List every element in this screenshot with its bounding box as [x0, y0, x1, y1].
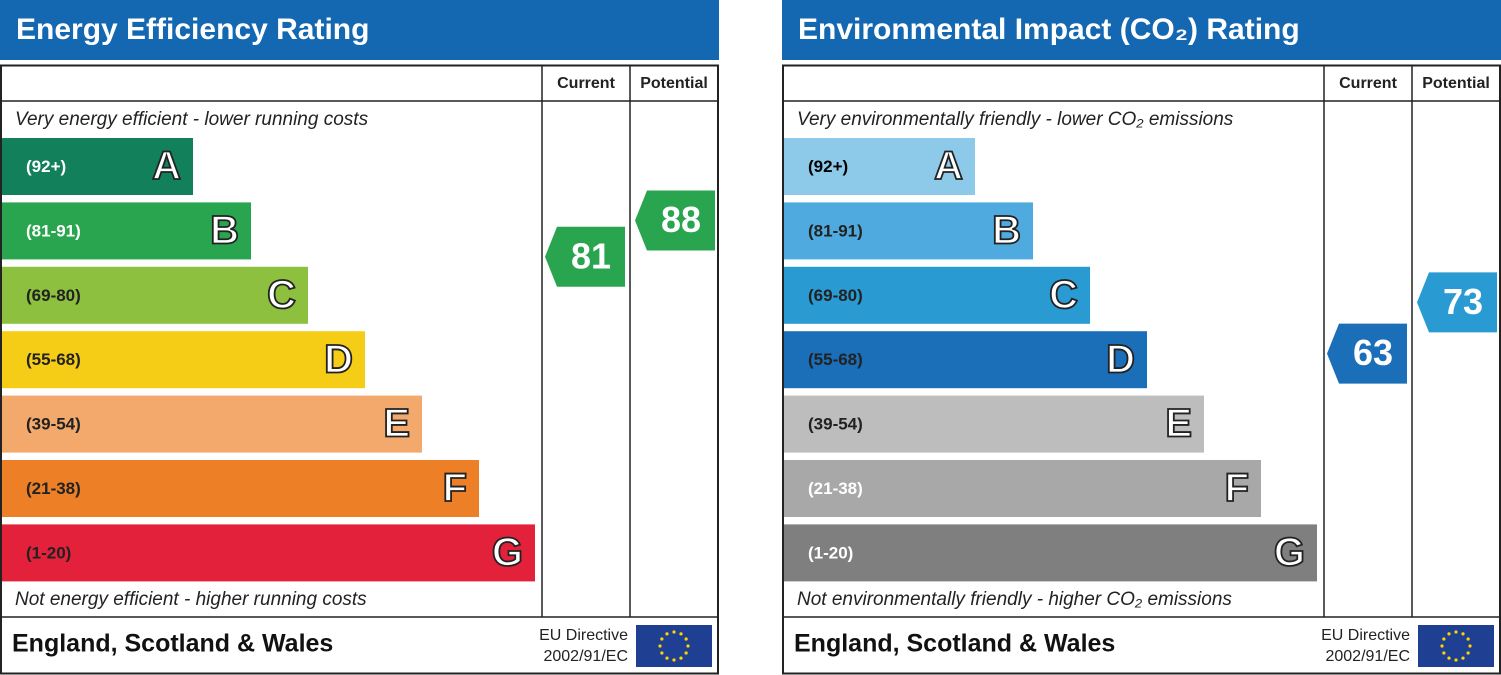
band-range: (21-38) [26, 479, 81, 498]
footer-region: England, Scotland & Wales [12, 630, 333, 658]
eu-star [665, 656, 669, 660]
eu-star [1454, 630, 1458, 634]
band-letter: A [934, 144, 963, 188]
column-header: Potential [1422, 75, 1490, 92]
eu-star [1440, 644, 1444, 648]
band-bar [2, 331, 365, 389]
eu-star [684, 637, 688, 641]
rating-arrow [1417, 272, 1497, 333]
band-range: (92+) [26, 157, 66, 176]
band-letter: E [1165, 402, 1192, 446]
eu-star [679, 632, 683, 636]
band-letter: F [1225, 466, 1249, 510]
rating-arrow [635, 190, 715, 251]
title-bar [0, 0, 719, 60]
band-bar [784, 138, 975, 195]
band-bar [784, 524, 1317, 582]
column-header: Potential [640, 75, 708, 92]
eu-star [1461, 656, 1465, 660]
eu-star [1442, 651, 1446, 655]
band-bar [784, 266, 1090, 324]
rating-value: 73 [1443, 281, 1483, 322]
band-bar [2, 524, 535, 582]
band-range: (1-20) [808, 543, 853, 562]
eu-star [1461, 632, 1465, 636]
band-letter: C [1049, 273, 1078, 317]
eu-star [1454, 658, 1458, 662]
band-bar [2, 138, 193, 195]
band-range: (69-80) [808, 286, 863, 305]
eu-star [1447, 632, 1451, 636]
band-bar [784, 202, 1033, 260]
band-range: (92+) [808, 157, 848, 176]
band-letter: B [210, 208, 239, 252]
rating-value: 88 [661, 199, 701, 240]
band-range: (39-54) [26, 415, 81, 434]
eu-star [679, 656, 683, 660]
footer-directive: 2002/91/EC [543, 648, 628, 665]
footer-directive: EU Directive [1321, 627, 1410, 644]
eu-star [1468, 644, 1472, 648]
band-bar [2, 460, 479, 517]
band-range: (39-54) [808, 415, 863, 434]
eu-star [684, 651, 688, 655]
band-bar [2, 202, 251, 260]
band-letter: E [383, 402, 410, 446]
top-note: Very environmentally friendly - lower CO… [797, 109, 1234, 130]
column-header: Current [1339, 75, 1397, 92]
frame [0, 64, 719, 675]
eu-star [672, 658, 676, 662]
band-range: (55-68) [26, 350, 81, 369]
footer-directive: EU Directive [539, 627, 628, 644]
band-range: (81-91) [808, 221, 863, 240]
eu-star [1466, 637, 1470, 641]
band-letter: B [992, 208, 1021, 252]
band-letter: A [152, 144, 181, 188]
rating-value: 63 [1353, 332, 1393, 373]
band-range: (1-20) [26, 543, 71, 562]
eu-star [660, 637, 664, 641]
panel-title: Environmental Impact (CO₂) Rating [798, 13, 1300, 46]
band-bar [784, 460, 1261, 517]
eu-star [1466, 651, 1470, 655]
eu-star [665, 632, 669, 636]
band-bar [784, 395, 1204, 453]
band-bar [784, 331, 1147, 389]
rating-arrow [545, 226, 625, 287]
band-range: (81-91) [26, 221, 81, 240]
bottom-note: Not energy efficient - higher running co… [15, 589, 367, 610]
band-letter: G [492, 530, 523, 574]
eu-star [1447, 656, 1451, 660]
footer-region: England, Scotland & Wales [794, 630, 1115, 658]
eu-star [658, 644, 662, 648]
frame [782, 64, 1501, 675]
band-letter: D [1106, 337, 1135, 381]
column-header: Current [557, 75, 615, 92]
bottom-note: Not environmentally friendly - higher CO… [797, 589, 1232, 610]
top-note: Very energy efficient - lower running co… [15, 109, 369, 130]
eu-star [660, 651, 664, 655]
panel: Environmental Impact (CO₂) Rating Current… [782, 0, 1501, 675]
band-range: (55-68) [808, 350, 863, 369]
rating-value: 81 [571, 235, 611, 276]
panel: Energy Efficiency Rating Current Potential… [0, 0, 719, 675]
eu-star [672, 630, 676, 634]
eu-star [686, 644, 690, 648]
rating-arrow [1327, 323, 1407, 384]
band-letter: G [1274, 530, 1305, 574]
band-range: (21-38) [808, 479, 863, 498]
title-bar [782, 0, 1501, 60]
panel-title: Energy Efficiency Rating [16, 13, 369, 46]
footer-directive: 2002/91/EC [1325, 648, 1410, 665]
band-letter: C [267, 273, 296, 317]
band-letter: D [324, 337, 353, 381]
band-range: (69-80) [26, 286, 81, 305]
band-bar [2, 395, 422, 453]
band-letter: F [443, 466, 467, 510]
eu-star [1442, 637, 1446, 641]
band-bar [2, 266, 308, 324]
